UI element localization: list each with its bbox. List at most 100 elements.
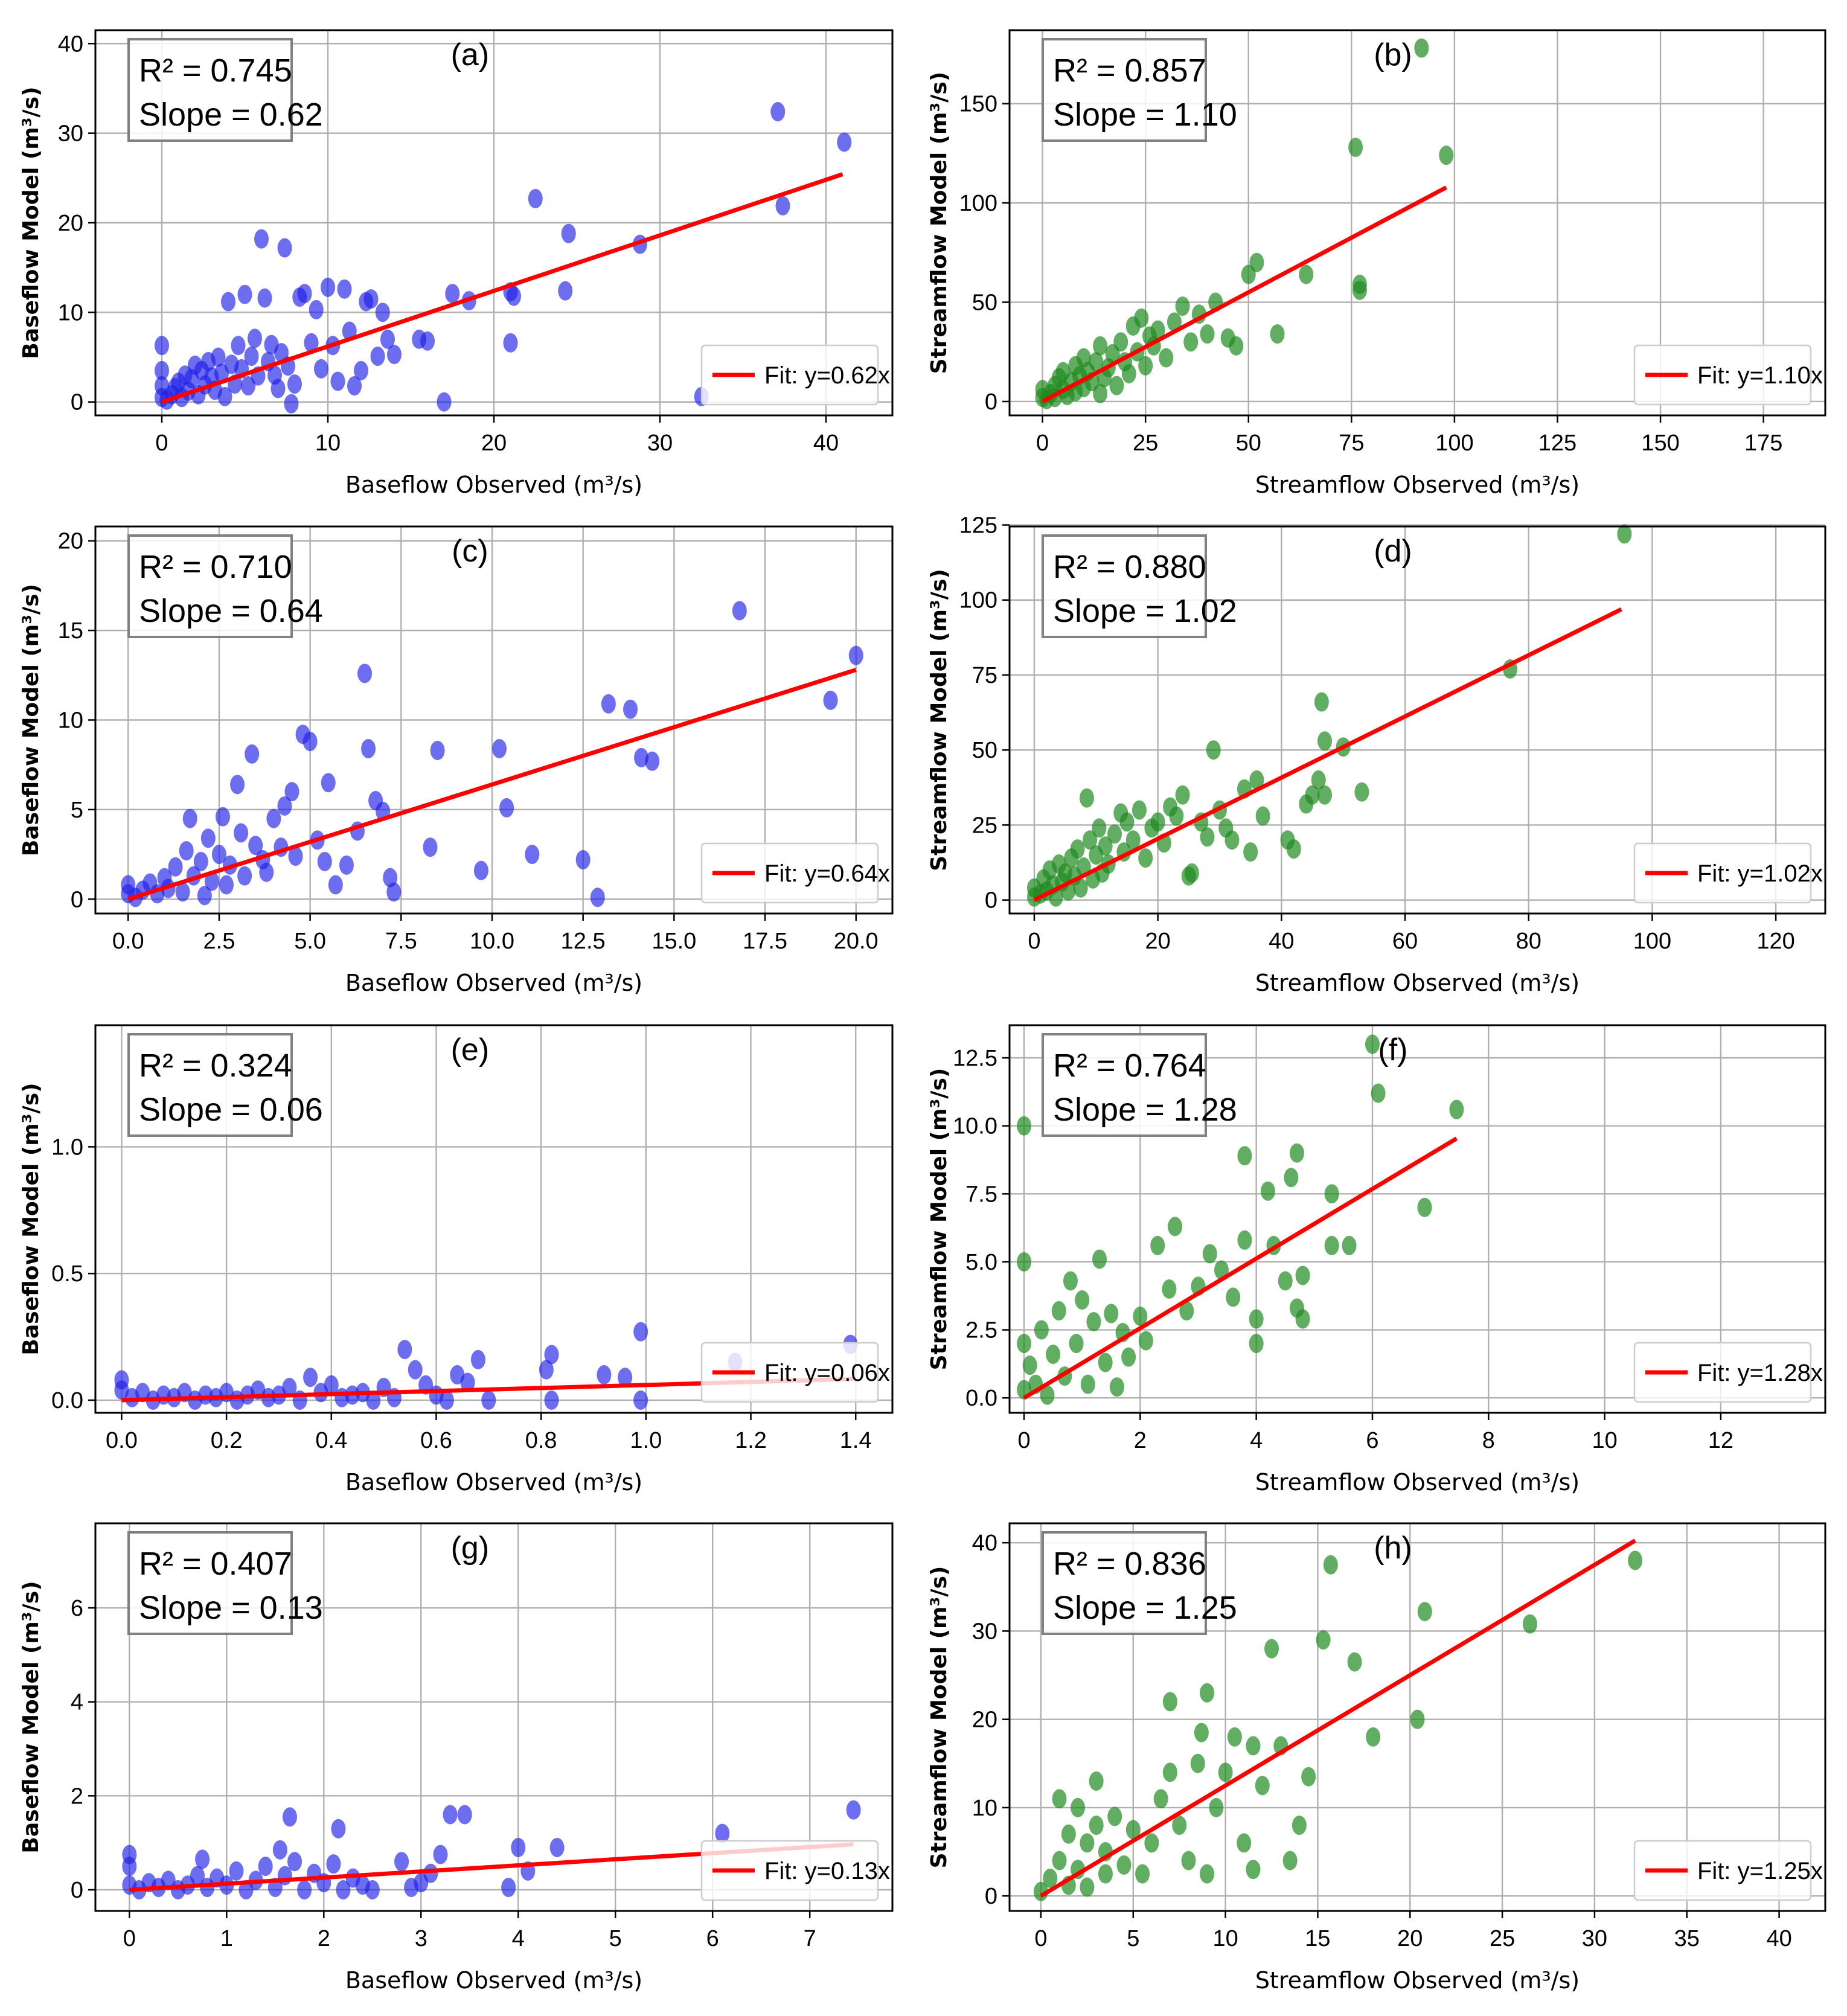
data-point	[1134, 308, 1149, 328]
data-point	[1043, 1868, 1058, 1888]
data-point	[361, 738, 376, 758]
data-point	[282, 1807, 297, 1827]
y-tick-label: 7.5	[965, 1182, 997, 1207]
data-point	[1109, 1377, 1124, 1397]
data-point	[347, 376, 362, 396]
x-tick-label: 0.0	[112, 929, 144, 954]
data-point	[1093, 383, 1108, 403]
stats-box	[1042, 38, 1207, 142]
x-tick-label: 20	[481, 430, 507, 456]
data-point	[1439, 146, 1454, 165]
data-point	[1255, 806, 1270, 826]
x-axis-label: Streamflow Observed (m³/s)	[1255, 472, 1580, 498]
data-point	[155, 360, 169, 380]
data-point	[443, 1805, 458, 1825]
data-point	[229, 1861, 244, 1881]
data-point	[1172, 1816, 1187, 1835]
data-point	[1206, 740, 1221, 760]
x-tick-label: 0.6	[420, 1428, 452, 1453]
slope-label: Slope = 1.25	[1053, 1590, 1237, 1626]
data-point	[601, 694, 616, 714]
y-axis-label: Streamflow Model (m³/s)	[927, 1068, 952, 1371]
data-point	[1092, 1249, 1107, 1269]
data-point	[1237, 1230, 1252, 1250]
y-tick-label: 0	[71, 887, 83, 912]
data-point	[539, 1360, 554, 1380]
data-point	[179, 841, 194, 861]
y-tick-label: 50	[972, 290, 997, 316]
data-point	[1352, 274, 1367, 294]
data-point	[1209, 1797, 1224, 1817]
x-tick-label: 4	[512, 1926, 525, 1951]
data-point	[1168, 1217, 1183, 1237]
data-point	[259, 862, 274, 882]
data-point	[1289, 1143, 1304, 1163]
data-point	[1249, 1309, 1264, 1329]
data-point	[770, 102, 786, 122]
x-tick-label: 40	[1766, 1926, 1791, 1951]
x-tick-label: 1.2	[735, 1428, 767, 1453]
plot-frame	[1008, 1024, 1826, 1414]
data-point	[1314, 692, 1329, 712]
fit-line	[1033, 607, 1622, 902]
data-point	[1069, 1334, 1084, 1354]
y-axis-label: Baseflow Model (m³/s)	[19, 86, 43, 359]
data-point	[433, 1845, 448, 1864]
data-point	[122, 1857, 137, 1877]
data-point	[1051, 1301, 1066, 1321]
data-point	[1080, 1833, 1095, 1853]
y-tick-label: 10	[972, 1796, 997, 1821]
data-point	[266, 808, 281, 828]
data-point	[549, 1837, 565, 1857]
y-axis-label: Baseflow Model (m³/s)	[19, 1581, 43, 1853]
data-point	[1167, 312, 1182, 332]
data-point	[1194, 1723, 1209, 1742]
x-tick-label: 150	[1641, 430, 1679, 456]
data-point	[314, 359, 328, 379]
data-point	[408, 1360, 423, 1380]
legend-box	[1633, 1840, 1812, 1901]
x-tick-label: 1	[220, 1926, 233, 1951]
data-point	[1286, 839, 1301, 859]
x-tick-label: 15	[1305, 1926, 1330, 1951]
data-point	[1150, 1235, 1165, 1255]
data-point	[1150, 812, 1165, 832]
data-point	[1255, 1776, 1270, 1796]
y-tick-label: 1.0	[51, 1134, 83, 1160]
y-tick-label: 40	[58, 31, 83, 57]
data-point	[1249, 770, 1264, 790]
legend-box	[700, 344, 879, 406]
x-tick-label: 6	[706, 1926, 719, 1951]
slope-label: Slope = 0.06	[139, 1092, 323, 1128]
data-point	[1121, 363, 1136, 383]
legend-label: Fit: y=1.10x	[1697, 362, 1823, 389]
data-point	[645, 751, 660, 771]
data-point	[1183, 332, 1199, 352]
data-point	[387, 345, 402, 365]
data-point	[1246, 1860, 1261, 1880]
x-axis-label: Streamflow Observed (m³/s)	[1255, 970, 1580, 996]
stats-box	[1042, 1033, 1207, 1137]
x-tick-label: 12.5	[561, 929, 606, 954]
data-point	[1098, 1864, 1113, 1884]
legend-box	[1633, 1342, 1812, 1403]
data-point	[1073, 878, 1088, 898]
y-tick-label: 25	[972, 813, 997, 838]
legend-label: Fit: y=1.02x	[1697, 860, 1823, 887]
data-point	[282, 1378, 297, 1398]
x-tick-label: 6	[1366, 1428, 1378, 1453]
data-point	[1237, 1146, 1252, 1166]
data-point	[309, 299, 324, 319]
data-point	[633, 1390, 648, 1410]
x-tick-label: 5.0	[294, 929, 326, 954]
data-point	[1229, 336, 1244, 356]
data-point	[394, 1852, 409, 1872]
y-tick-label: 0	[71, 390, 83, 415]
data-point	[386, 882, 402, 902]
data-point	[633, 1322, 648, 1342]
x-axis-label: Streamflow Observed (m³/s)	[1255, 1967, 1580, 1994]
y-axis-label: Baseflow Model (m³/s)	[19, 584, 43, 856]
data-point	[1107, 824, 1122, 844]
y-tick-label: 10.0	[953, 1114, 997, 1139]
plot-frame	[94, 1522, 894, 1912]
